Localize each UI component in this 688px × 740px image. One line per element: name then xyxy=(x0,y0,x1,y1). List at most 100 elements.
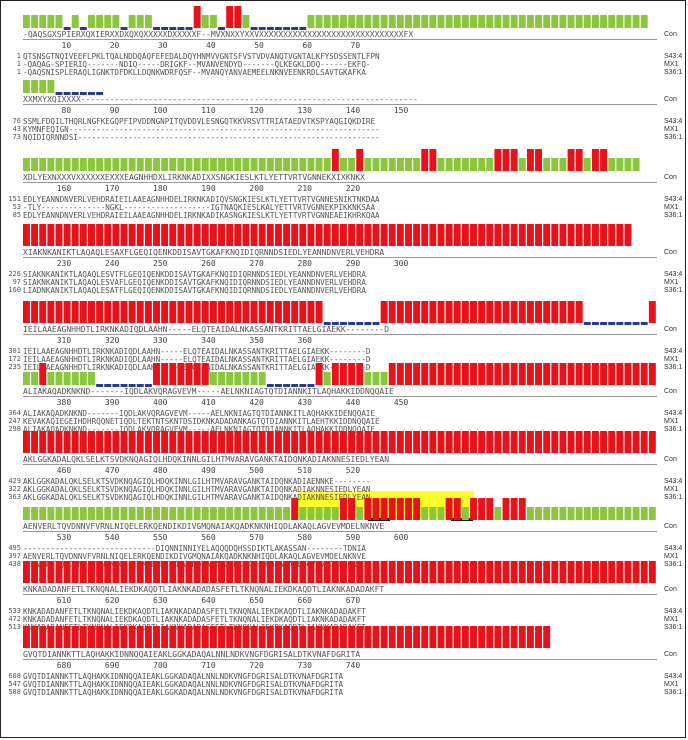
similar-bar xyxy=(291,158,299,171)
conserved-bar xyxy=(535,431,543,453)
similar-bar xyxy=(55,372,63,385)
similar-bar xyxy=(120,158,128,171)
similar-bar xyxy=(234,372,242,385)
conserved-bar xyxy=(461,363,469,385)
conserved-bar xyxy=(274,626,282,648)
similar-bar xyxy=(161,158,169,171)
similar-bar xyxy=(396,15,404,28)
conservation-bars xyxy=(23,431,656,453)
conserved-bar xyxy=(307,626,315,648)
conserved-bar xyxy=(559,363,567,385)
similar-bar xyxy=(39,15,47,28)
position-ticks: 160 170 180 190 200 210 220 xyxy=(23,184,361,193)
sequence-label: S43:4 xyxy=(664,53,683,60)
sequence-row: GVQTDIANNKTTLAQHAKKIDNNQQAIEAKLGGKADAQAL… xyxy=(23,688,344,697)
consensus-sequence: -QAQSGXSPIERXQXIERXXDXQXQXXXXXDXXXXXF--M… xyxy=(23,30,414,39)
gap-bar xyxy=(340,322,347,325)
sequence-label: MX1 xyxy=(664,279,679,286)
similar-bar xyxy=(55,15,63,28)
conserved-bar xyxy=(583,363,591,385)
similar-bar xyxy=(372,158,380,171)
conserved-bar xyxy=(526,561,534,583)
similar-bar xyxy=(526,15,534,28)
conserved-bar xyxy=(47,561,55,583)
conserved-bar xyxy=(380,224,388,246)
conserved-bar xyxy=(526,149,534,171)
conserved-bar xyxy=(193,363,201,385)
similar-bar xyxy=(413,158,421,171)
similar-bar xyxy=(421,15,429,28)
conserved-bar xyxy=(518,431,526,453)
conserved-bar xyxy=(242,224,250,246)
similar-bar xyxy=(242,158,250,171)
conserved-bar xyxy=(144,431,152,453)
conserved-bar xyxy=(348,626,356,648)
similar-bar xyxy=(218,372,226,385)
similar-bar xyxy=(470,158,477,171)
similar-bar xyxy=(153,158,160,171)
similar-bar xyxy=(323,372,331,385)
conserved-bar xyxy=(470,561,477,583)
conserved-bar xyxy=(193,224,201,246)
conserved-bar xyxy=(274,301,282,323)
conserved-bar xyxy=(169,301,177,323)
sequence-label: S43:4 xyxy=(664,545,683,552)
sequence-row: NQIDIQRNNDSI----------------------------… xyxy=(23,133,380,142)
conserved-bar xyxy=(356,561,364,583)
conserved-bar xyxy=(23,561,30,583)
conserved-bar xyxy=(575,561,583,583)
similar-bar xyxy=(461,507,469,520)
conserved-bar xyxy=(39,363,47,385)
similar-bar xyxy=(47,158,55,171)
conserved-bar xyxy=(356,363,364,385)
conserved-bar xyxy=(23,224,30,246)
similar-bar xyxy=(624,15,632,28)
conserved-bar xyxy=(405,626,412,648)
similar-bar xyxy=(250,507,258,520)
consensus-sequence: XDLYEXNXXXVXXXXXXEXXXEAGNHHDXLIRKNKADIXX… xyxy=(23,173,365,182)
similar-bar xyxy=(331,15,339,28)
conserved-bar xyxy=(591,363,599,385)
conserved-bar xyxy=(364,626,372,648)
similar-bar xyxy=(388,15,396,28)
conserved-bar xyxy=(315,626,323,648)
gap-bar xyxy=(274,27,282,30)
conserved-bar xyxy=(169,626,177,648)
conserved-bar xyxy=(331,626,339,648)
conserved-bar xyxy=(502,363,510,385)
conserved-bar xyxy=(372,626,380,648)
similar-bar xyxy=(600,507,608,520)
conserved-bar xyxy=(209,224,217,246)
conserved-bar xyxy=(518,561,526,583)
conserved-bar xyxy=(79,301,87,323)
conserved-bar xyxy=(299,561,307,583)
gap-bar xyxy=(258,27,266,30)
conserved-bar xyxy=(348,363,356,385)
conserved-bar xyxy=(266,561,274,583)
conserved-bar xyxy=(551,224,559,246)
conserved-bar xyxy=(356,626,364,648)
conserved-bar xyxy=(453,626,461,648)
sequence-label: S43:4 xyxy=(664,348,683,355)
sequence-row: KEVAKAQIEGEIHDHRQQNETIQDLTEKTNTSKNTDSIDK… xyxy=(23,417,380,426)
conserved-bar xyxy=(356,149,364,171)
conserved-bar xyxy=(640,363,648,385)
conserved-bar xyxy=(405,498,412,520)
row-start-position: 226 xyxy=(8,270,21,278)
sequence-row: -----------------------------DIQNNINNIYE… xyxy=(23,544,366,553)
similar-bar xyxy=(47,507,55,520)
similar-bar xyxy=(169,507,177,520)
conserved-bar xyxy=(575,149,583,171)
sequence-label: MX1 xyxy=(664,616,679,623)
conservation-track xyxy=(21,431,661,457)
conserved-bar xyxy=(161,224,169,246)
conserved-bar xyxy=(234,431,242,453)
similar-bar xyxy=(31,158,39,171)
ruler-line xyxy=(23,257,657,258)
conserved-bar xyxy=(559,224,567,246)
conserved-bar xyxy=(120,431,128,453)
similar-bar xyxy=(364,372,372,385)
gap-bar xyxy=(169,27,177,30)
conserved-bar xyxy=(307,431,315,453)
conserved-bar xyxy=(185,626,193,648)
